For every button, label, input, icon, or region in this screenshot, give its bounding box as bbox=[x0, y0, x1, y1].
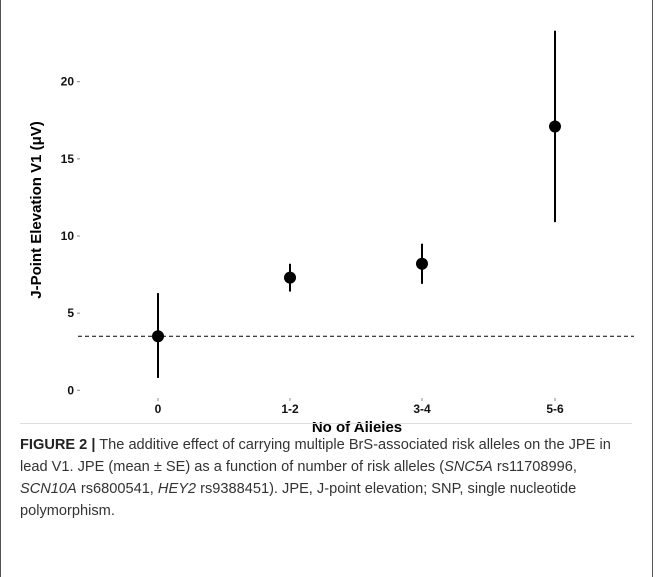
x-axis-ticks: 0 1-2 3-4 5-6 bbox=[155, 398, 564, 416]
data-point bbox=[416, 257, 428, 270]
y-tick-label: 5 bbox=[67, 306, 74, 320]
figure-caption: FIGURE 2 | The additive effect of carryi… bbox=[20, 434, 632, 522]
y-axis-ticks: 0 5 10 15 20 bbox=[61, 75, 80, 397]
data-points bbox=[152, 30, 561, 378]
caption-segment: rs11708996, bbox=[492, 459, 577, 475]
y-tick-label: 20 bbox=[61, 75, 75, 89]
caption-text: The additive effect of carrying multiple… bbox=[20, 437, 611, 519]
data-point bbox=[152, 330, 164, 343]
y-tick-label: 15 bbox=[61, 152, 75, 166]
y-tick-label: 10 bbox=[61, 229, 75, 243]
y-axis-title: J-Point Elevation V1 (μV) bbox=[28, 121, 45, 299]
x-tick-label: 0 bbox=[155, 402, 162, 416]
caption-divider bbox=[20, 423, 632, 424]
caption-segment: The additive effect of carrying multiple… bbox=[20, 437, 611, 475]
caption-gene-name: SNC5A bbox=[444, 459, 493, 475]
x-tick-label: 5-6 bbox=[546, 402, 564, 416]
caption-segment: rs6800541, bbox=[76, 481, 158, 497]
caption-gene-name: SCN10A bbox=[20, 481, 77, 497]
y-tick-label: 0 bbox=[67, 383, 74, 397]
figure-label: FIGURE 2 | bbox=[20, 437, 96, 453]
data-point bbox=[549, 120, 561, 133]
data-point bbox=[284, 271, 296, 284]
caption-gene-name: HEY2 bbox=[157, 481, 197, 497]
x-tick-label: 1-2 bbox=[281, 402, 299, 416]
caption-segment: rs9388451). JPE, J-point elevation; SNP,… bbox=[20, 481, 577, 519]
x-tick-label: 3-4 bbox=[413, 402, 431, 416]
